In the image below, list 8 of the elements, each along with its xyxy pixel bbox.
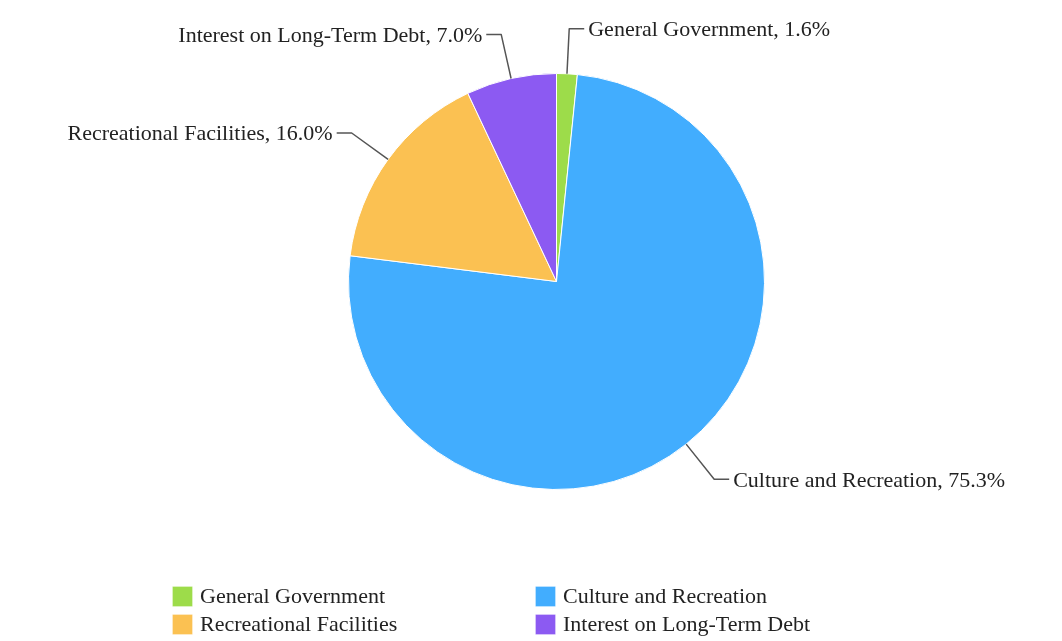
legend-label: Interest on Long-Term Debt (563, 611, 812, 637)
data-label: Interest on Long-Term Debt, 7.0% (178, 22, 483, 48)
data-label: Culture and Recreation, 75.3% (733, 466, 1006, 492)
legend-label: Recreational Facilities (200, 611, 399, 637)
legend-label: Culture and Recreation (563, 583, 769, 609)
data-label: General Government, 1.6% (588, 16, 831, 42)
legend-label: General Government (200, 583, 387, 609)
data-label: Recreational Facilities, 16.0% (67, 120, 333, 146)
